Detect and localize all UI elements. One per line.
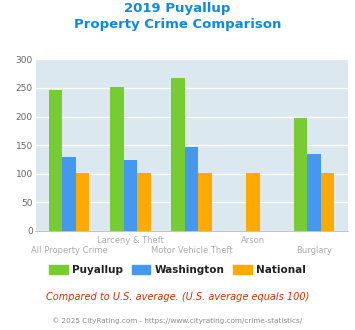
Bar <box>171 78 185 231</box>
Text: Larceny & Theft: Larceny & Theft <box>97 236 164 245</box>
Text: © 2025 CityRating.com - https://www.cityrating.com/crime-statistics/: © 2025 CityRating.com - https://www.city… <box>53 317 302 324</box>
Text: 2019 Puyallup: 2019 Puyallup <box>124 2 231 15</box>
Text: Compared to U.S. average. (U.S. average equals 100): Compared to U.S. average. (U.S. average … <box>46 292 309 302</box>
Bar <box>124 160 137 231</box>
Legend: Puyallup, Washington, National: Puyallup, Washington, National <box>45 261 310 280</box>
Bar <box>246 173 260 231</box>
Text: All Property Crime: All Property Crime <box>31 246 108 255</box>
Bar <box>110 87 124 231</box>
Bar <box>62 157 76 231</box>
Bar <box>294 118 307 231</box>
Bar <box>321 173 334 231</box>
Bar <box>76 173 89 231</box>
Bar <box>137 173 151 231</box>
Text: Motor Vehicle Theft: Motor Vehicle Theft <box>151 246 233 255</box>
Text: Property Crime Comparison: Property Crime Comparison <box>74 18 281 31</box>
Text: Burglary: Burglary <box>296 246 332 255</box>
Bar <box>198 173 212 231</box>
Text: Arson: Arson <box>241 236 265 245</box>
Bar <box>185 147 198 231</box>
Bar <box>307 154 321 231</box>
Bar <box>49 90 62 231</box>
